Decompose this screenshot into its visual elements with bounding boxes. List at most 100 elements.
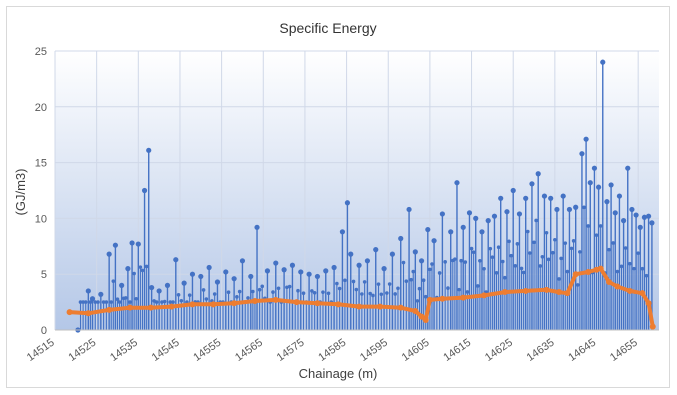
- trend-point-9: [251, 297, 258, 304]
- chart-frame: 0 5 10 15 20 25 14515 14525 14535 14545 14555 14565…: [6, 6, 670, 388]
- spike-point-4: [106, 251, 112, 257]
- spike-fill-point-5-1: [115, 297, 120, 301]
- spike-point-52: [460, 224, 466, 230]
- spike-point-2: [89, 296, 96, 302]
- spike-point-75: [596, 184, 602, 190]
- chart-title: Specific Energy: [279, 20, 376, 36]
- trend-point-17: [412, 308, 419, 315]
- spike-point-50: [448, 229, 454, 235]
- x-tick-label-6: 14575: [275, 337, 307, 364]
- spike-fill-point-8-2: [134, 296, 139, 301]
- spike-point-60: [510, 187, 516, 194]
- spike-fill-point-30-1: [301, 291, 306, 296]
- spike-fill-point-13-1: [160, 300, 164, 304]
- spike-fill-point-59-1: [507, 239, 511, 244]
- spike-fill-point-60-1: [513, 264, 518, 268]
- spike-fill-point-68-1: [563, 241, 568, 245]
- spike-fill-point-31-2: [312, 290, 317, 295]
- spike-fill-point-24-1: [251, 289, 255, 294]
- spike-fill-point-57-1: [494, 271, 499, 275]
- x-tick-label-13: 14645: [566, 337, 598, 364]
- spike-point-41: [381, 266, 387, 272]
- spike-fill-point-58-1: [500, 259, 505, 264]
- trend-point-15: [376, 303, 383, 310]
- spike-fill-point-44-2: [411, 269, 416, 274]
- spike-fill-point-22-1: [235, 295, 239, 299]
- spike-fill-point-80-1: [619, 264, 624, 269]
- spike-fill-point-86-1: [644, 273, 649, 278]
- spike-fill-point-54-1: [476, 284, 480, 288]
- x-tick-label-1: 14525: [66, 337, 98, 364]
- trend-point-19: [422, 316, 429, 323]
- spike-fill-point-42-2: [396, 286, 400, 291]
- spike-point-21: [223, 269, 229, 275]
- spike-fill-point-72-1: [586, 224, 590, 228]
- spike-point-82: [625, 165, 631, 171]
- spike-fill-point-47-2: [430, 262, 434, 266]
- trend-point-10: [272, 296, 279, 303]
- spike-fill-point-49-2: [446, 286, 450, 290]
- spike-fill-point-56-1: [488, 246, 493, 251]
- trend-point-18: [418, 313, 425, 320]
- spike-fill-point-64-2: [540, 254, 545, 259]
- spike-fill-point-41-1: [385, 291, 389, 295]
- spike-point-54: [473, 215, 479, 221]
- spike-fill-point-42-1: [393, 292, 397, 296]
- x-tick-label-3: 14545: [150, 337, 182, 364]
- spike-point-5: [112, 242, 118, 248]
- spike-fill-point-15-1: [176, 293, 181, 297]
- spike-point-11: [146, 147, 152, 153]
- spike-fill-point-69-2: [571, 239, 576, 243]
- spike-point-46: [418, 258, 425, 264]
- spike-fill-point-62-2: [528, 251, 532, 255]
- spike-fill-point-67-1: [557, 277, 561, 281]
- spike-point-87: [645, 213, 652, 219]
- x-tick-label-10: 14615: [441, 337, 473, 364]
- spike-point-56: [485, 218, 491, 224]
- spike-fill-point-5-2: [117, 300, 122, 304]
- spike-fill-point-51-2: [459, 258, 463, 263]
- spike-fill-point-29-2: [296, 288, 300, 293]
- spike-fill-point-35-1: [343, 278, 347, 283]
- trend-point-27: [556, 289, 563, 296]
- spike-point-35: [339, 229, 346, 235]
- spike-point-34: [331, 264, 337, 271]
- trend-point-16: [397, 304, 404, 311]
- spike-point-59: [504, 209, 510, 215]
- spike-fill-point-66-1: [550, 250, 555, 255]
- spike-fill-point-57-2: [496, 245, 501, 250]
- spike-fill-point-55-1: [482, 267, 486, 271]
- spike-point-69: [566, 206, 573, 213]
- spike-point-13: [156, 288, 162, 294]
- spike-fill-point-31-1: [310, 289, 314, 293]
- spike-point-44: [406, 206, 412, 213]
- spike-fill-point-3-2: [104, 300, 109, 304]
- trend-point-35: [626, 287, 633, 294]
- spike-fill-point-61-2: [521, 270, 526, 275]
- spike-point-70: [573, 204, 579, 210]
- spike-fill-point-65-2: [546, 257, 551, 262]
- spike-fill-point-34-2: [337, 286, 342, 291]
- spike-point-14: [164, 282, 171, 288]
- spike-fill-point-32-2: [321, 290, 325, 294]
- spike-fill-point-53-1: [469, 246, 474, 251]
- spike-point-83: [629, 206, 635, 213]
- spike-point-6: [119, 282, 125, 288]
- x-tick-label-12: 14635: [525, 337, 557, 364]
- spike-point-27: [273, 260, 279, 266]
- spike-point-79: [612, 210, 618, 216]
- spike-fill-point-22-2: [237, 289, 242, 294]
- spike-fill-point-46-1: [421, 278, 426, 283]
- x-tick-label-9: 14605: [400, 337, 432, 364]
- spike-point-49: [439, 211, 445, 217]
- spike-fill-point-82-1: [628, 261, 632, 266]
- spike-point-24: [248, 273, 254, 280]
- spike-fill-point-66-2: [553, 237, 557, 242]
- spike-fill-point-75-1: [598, 224, 603, 228]
- spike-fill-point-79-1: [615, 269, 620, 274]
- spike-point-73: [587, 180, 593, 186]
- spike-point-22: [231, 276, 237, 282]
- spike-fill-point-33-1: [326, 291, 331, 296]
- spike-fill-point-9-1: [138, 265, 143, 269]
- trend-point-8: [231, 300, 238, 307]
